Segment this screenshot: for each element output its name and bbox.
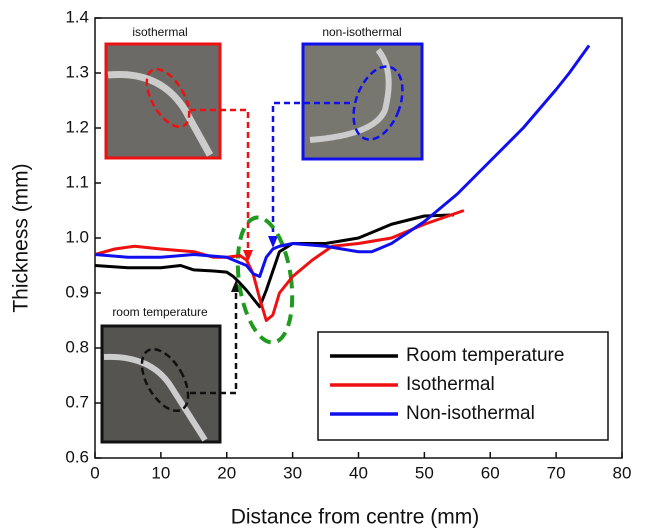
x-tick-label: 80 bbox=[613, 463, 632, 482]
y-tick-label: 0.7 bbox=[65, 392, 89, 411]
x-tick-label: 70 bbox=[547, 463, 566, 482]
legend-label: Isothermal bbox=[406, 374, 495, 395]
annotation: non-isothermal bbox=[322, 25, 401, 39]
arrow bbox=[190, 108, 250, 250]
x-tick-label: 10 bbox=[151, 463, 170, 482]
x-tick-label: 50 bbox=[415, 463, 434, 482]
x-tick-label: 40 bbox=[349, 463, 368, 482]
highlight-ellipse bbox=[235, 215, 295, 345]
y-tick-label: 1.3 bbox=[65, 62, 89, 81]
legend-label: Non-isothermal bbox=[406, 403, 535, 424]
y-axis-label: Thickness (mm) bbox=[10, 163, 33, 312]
y-tick-label: 1.0 bbox=[65, 227, 89, 246]
line-series bbox=[94, 213, 455, 309]
x-axis-label: Distance from centre (mm) bbox=[231, 506, 480, 529]
y-tick-label: 1.4 bbox=[65, 7, 89, 26]
x-tick-label: 0 bbox=[90, 463, 99, 482]
inset-isothermal bbox=[104, 42, 222, 160]
arrow-head bbox=[243, 250, 253, 262]
arrow bbox=[271, 101, 350, 236]
line-series bbox=[94, 209, 465, 322]
inset-room-temperature bbox=[100, 324, 222, 444]
x-tick-label: 20 bbox=[217, 463, 236, 482]
y-tick-label: 0.8 bbox=[65, 337, 89, 356]
arrow bbox=[190, 292, 238, 395]
y-tick-label: 0.6 bbox=[65, 447, 89, 466]
annotation: room temperature bbox=[112, 305, 208, 319]
x-tick-label: 60 bbox=[481, 463, 500, 482]
y-tick-label: 1.2 bbox=[65, 117, 89, 136]
x-tick-label: 30 bbox=[283, 463, 302, 482]
legend-label: Room temperature bbox=[406, 345, 564, 366]
line-series bbox=[94, 44, 591, 278]
y-tick-label: 0.9 bbox=[65, 282, 89, 301]
inset-non-isothermal bbox=[301, 42, 424, 161]
annotation: isothermal bbox=[132, 25, 187, 39]
y-tick-label: 1.1 bbox=[65, 172, 89, 191]
arrow-head bbox=[268, 236, 278, 248]
